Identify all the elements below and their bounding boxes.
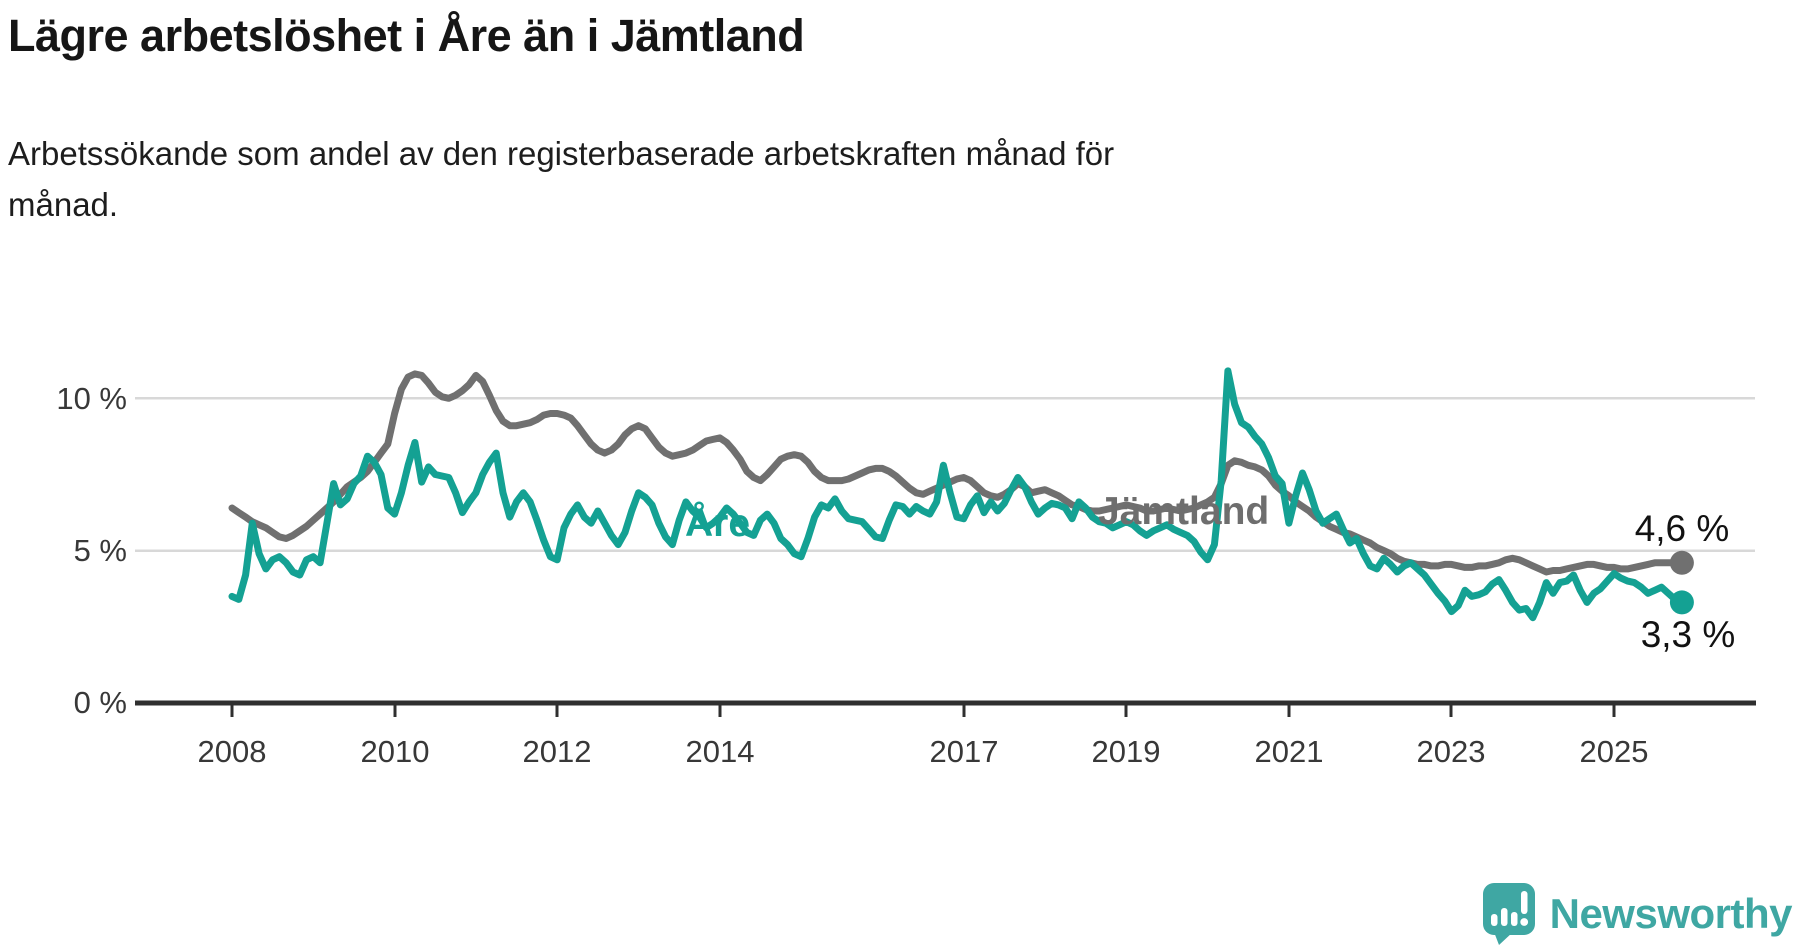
series-line-jämtland — [228, 370, 1686, 576]
y-tick-label-10: 10 % — [56, 381, 127, 416]
x-tick-label-2021: 2021 — [1255, 734, 1324, 769]
series-end-dot-jämtland — [1669, 550, 1694, 575]
y-tick-label-5: 5 % — [74, 533, 127, 568]
newsworthy-brand-text: Newsworthy — [1549, 890, 1793, 937]
newsworthy-logo-icon — [1482, 883, 1535, 945]
subtitle-line-1: Arbetssökande som andel av den registerb… — [8, 135, 1115, 172]
subtitle-line-2: månad. — [8, 186, 119, 224]
newsworthy-brand-link[interactable]: Newsworthy — [1482, 882, 1793, 946]
end-label-are: 3,3 % — [1641, 614, 1736, 655]
x-tick-label-2025: 2025 — [1580, 734, 1649, 769]
series-layer — [228, 367, 1694, 622]
x-tick-label-2023: 2023 — [1417, 734, 1486, 769]
series-label-jamtland: Jämtland — [1098, 490, 1269, 533]
x-axis-ticks — [230, 703, 1616, 717]
page-title: Lägre arbetslöshet i Åre än i Jämtland — [8, 10, 805, 61]
y-tick-label-0: 0 % — [74, 685, 127, 720]
series-line-åre — [228, 367, 1686, 622]
x-tick-label-2012: 2012 — [523, 734, 592, 769]
x-tick-label-2010: 2010 — [361, 734, 430, 769]
chart-subtitle: Arbetssökande som andel av den registerb… — [8, 128, 1114, 230]
series-label-are: Åre — [685, 501, 750, 545]
x-tick-label-2017: 2017 — [930, 734, 999, 769]
end-label-jamtland: 4,6 % — [1635, 508, 1730, 549]
series-end-dot-åre — [1669, 590, 1694, 615]
x-tick-label-2019: 2019 — [1092, 734, 1161, 769]
x-tick-label-2008: 2008 — [198, 734, 267, 769]
x-tick-label-2014: 2014 — [686, 734, 755, 769]
